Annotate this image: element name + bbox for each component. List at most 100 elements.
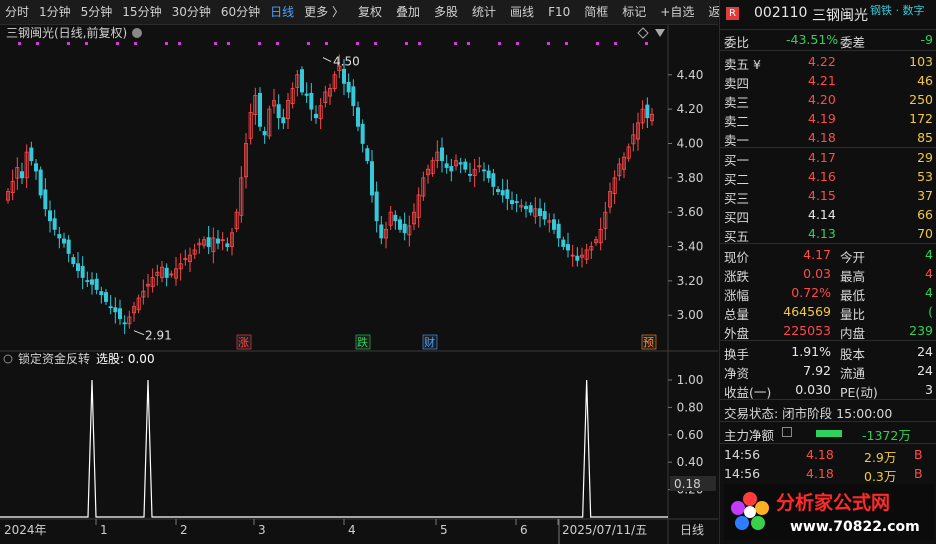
kline-chart[interactable]: 三钢闽光(日线,前复权)三钢闽光(日线,前复权)4.404.204.003.80… xyxy=(0,25,718,544)
candle-body xyxy=(178,263,183,270)
candle-body xyxy=(281,117,286,124)
stat-label: 涨跌 xyxy=(724,269,750,284)
buy-level-volume: 37 xyxy=(917,188,933,203)
event-marker-text: 财 xyxy=(424,335,435,349)
y-tick-label: 3.00 xyxy=(677,308,704,322)
signal-dot xyxy=(547,42,550,45)
indicator-tick-label: 0.60 xyxy=(677,428,704,442)
period-tab-2[interactable]: 5分钟 xyxy=(80,5,113,19)
candle-body xyxy=(19,171,24,179)
candle-body xyxy=(650,113,655,122)
x-tick-label: 1 xyxy=(100,523,108,537)
buy-level-label: 买五 xyxy=(724,229,750,244)
candle-body xyxy=(52,218,57,230)
y-tick-label: 4.40 xyxy=(677,68,704,82)
period-tab-0[interactable]: 分时 xyxy=(5,5,30,19)
period-tab-4[interactable]: 30分钟 xyxy=(171,5,211,19)
candle-body xyxy=(327,88,332,97)
candle-body xyxy=(346,81,351,93)
buy-level-label: 买二 xyxy=(724,172,750,187)
candle-body xyxy=(127,316,132,325)
signal-dot xyxy=(418,42,421,45)
tool-button-4[interactable]: 画线 xyxy=(510,5,535,19)
sell-level-volume: 46 xyxy=(917,73,933,88)
y-tick-label: 3.40 xyxy=(677,240,704,254)
buy-level-row: 买二 4.16 53 xyxy=(720,168,936,187)
stat2-label-2: PE(动) xyxy=(840,385,878,400)
candle-body xyxy=(556,223,561,239)
tool-button-7[interactable]: 标记 xyxy=(622,5,647,19)
candle-body xyxy=(444,163,449,168)
stat-label: 涨幅 xyxy=(724,288,750,303)
candle-body xyxy=(145,283,150,287)
indicator-value: 选股: 0.00 xyxy=(96,352,155,366)
candle-body xyxy=(552,219,557,230)
stat-row: 外盘 225053 内盘 239 xyxy=(720,322,936,341)
signal-dot xyxy=(116,42,119,45)
candle-body xyxy=(514,201,519,203)
main-flow-bar xyxy=(816,430,842,437)
candle-body xyxy=(332,74,337,89)
sell-level-price: 4.20 xyxy=(808,92,836,107)
stat-value-2: 4 xyxy=(925,285,933,300)
low-pointer xyxy=(133,330,145,336)
buy-level-volume: 29 xyxy=(917,150,933,165)
tool-button-2[interactable]: 多股 xyxy=(434,5,459,19)
signal-dot xyxy=(614,42,617,45)
tool-button-6[interactable]: 简框 xyxy=(584,5,609,19)
tool-button-5[interactable]: F10 xyxy=(548,5,571,19)
period-tab-7[interactable]: 更多 〉 xyxy=(304,5,344,19)
buy-level-price: 4.16 xyxy=(808,169,836,184)
r-badge: R xyxy=(726,7,739,20)
candle-body xyxy=(463,161,468,170)
trade-status-text: 交易状态: 闭市阶段 15:00:00 xyxy=(724,406,893,421)
period-tab-1[interactable]: 1分钟 xyxy=(39,5,71,19)
event-marker-box xyxy=(236,334,252,350)
candle-body xyxy=(617,163,622,177)
stat-value: 0.72% xyxy=(791,285,831,300)
candle-body xyxy=(225,243,230,247)
buy-level-price: 4.15 xyxy=(808,188,836,203)
sell-level-price: 4.19 xyxy=(808,111,836,126)
candle-body xyxy=(411,211,416,225)
candle-body xyxy=(580,254,585,258)
signal-dot xyxy=(85,42,88,45)
candle-body xyxy=(267,108,272,137)
candle-body xyxy=(397,219,402,230)
candle-body xyxy=(631,134,636,145)
candle-body xyxy=(24,151,29,179)
candle-body xyxy=(290,88,295,105)
signal-dot xyxy=(467,42,470,45)
y-tick-label: 3.80 xyxy=(677,171,704,185)
tick-time: 14:56 xyxy=(724,466,761,481)
stat2-value: 0.030 xyxy=(795,382,831,397)
candle-body xyxy=(636,122,641,140)
event-marker-box xyxy=(422,334,438,350)
list-icon[interactable] xyxy=(782,427,792,437)
tool-button-1[interactable]: 叠加 xyxy=(396,5,421,19)
stat2-label: 换手 xyxy=(724,347,750,362)
tool-button-3[interactable]: 统计 xyxy=(472,5,497,19)
tool-button-0[interactable]: 复权 xyxy=(357,5,382,19)
candle-body xyxy=(187,254,192,263)
period-tab-5[interactable]: 60分钟 xyxy=(220,5,261,19)
candle-body xyxy=(309,92,314,110)
current-value-box xyxy=(670,476,716,491)
candle-body xyxy=(500,190,505,196)
candle-body xyxy=(229,232,234,247)
candle-body xyxy=(299,69,304,93)
stat2-label-2: 股本 xyxy=(840,347,866,362)
sell-level-label: 卖一 xyxy=(724,133,750,148)
industry-tabs[interactable]: 钢铁 · 数字 xyxy=(870,4,925,17)
period-tab-3[interactable]: 15分钟 xyxy=(122,5,162,19)
candle-body xyxy=(481,169,486,172)
period-tab-6[interactable]: 日线 xyxy=(270,5,295,19)
candle-body xyxy=(509,200,514,204)
candle-body xyxy=(6,191,11,201)
tick-price: 4.18 xyxy=(806,447,834,462)
tool-button-8[interactable]: +自选 xyxy=(660,5,695,19)
stat2-value: 1.91% xyxy=(791,344,831,359)
trade-status: 交易状态: 闭市阶段 15:00:00 xyxy=(720,402,936,421)
signal-dot xyxy=(36,42,39,45)
candle-body xyxy=(407,225,412,236)
